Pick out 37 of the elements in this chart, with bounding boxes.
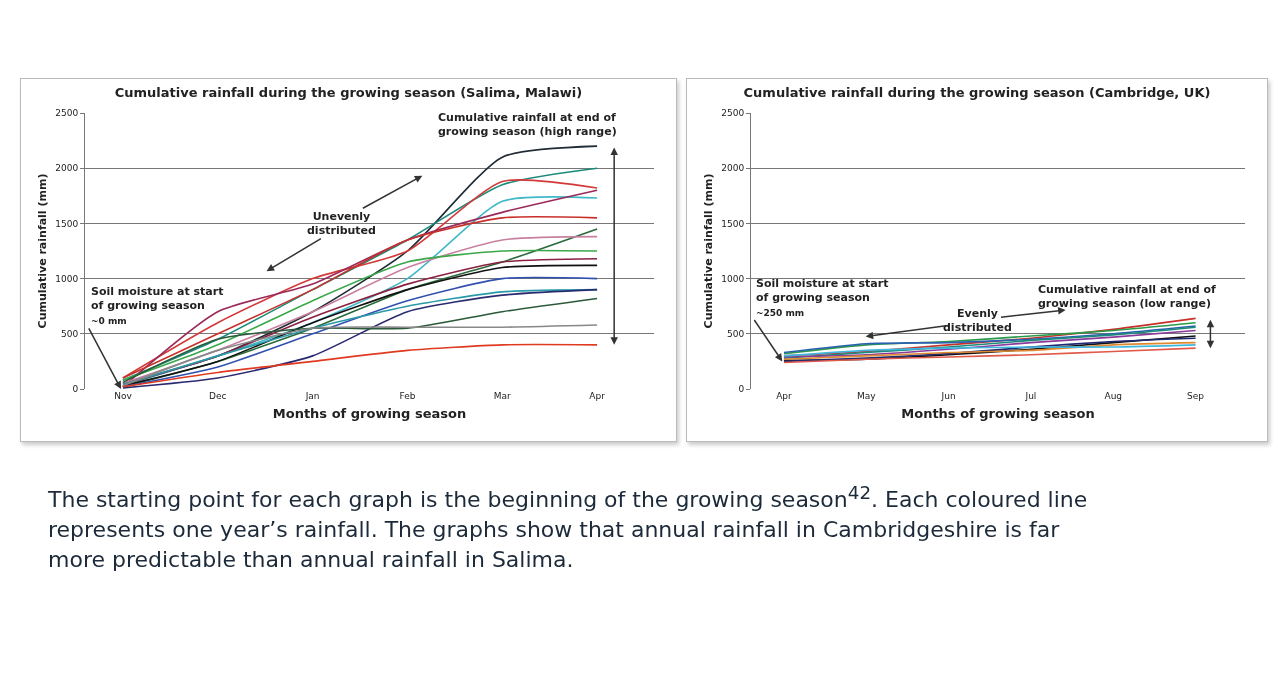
x-tick-label: Apr bbox=[776, 391, 793, 401]
annotation: Cumulative rainfall at end of growing season (low range) bbox=[1038, 283, 1216, 311]
y-axis-title: Cumulative rainfall (mm) bbox=[35, 173, 49, 329]
x-axis-title: Months of growing season bbox=[901, 405, 1095, 421]
y-tick-label: 1000 bbox=[55, 273, 79, 284]
y-tick-label: 1500 bbox=[55, 218, 79, 229]
x-tick-label: Mar bbox=[493, 391, 512, 401]
x-tick-label: Apr bbox=[589, 391, 606, 401]
x-tick-label: Dec bbox=[209, 391, 227, 401]
text: The starting point for each graph is the beginning of the growing season$^{42}$. Each coloured line represents one year’s rainfall. The graphs show that annual rainfall in Cambridgeshire is far more predictable than annual rainfall in Salima. bbox=[48, 481, 1088, 575]
y-tick-label: 2000 bbox=[55, 163, 79, 174]
y-tick-label: 500 bbox=[727, 328, 745, 339]
x-tick-label: Jul bbox=[1024, 391, 1037, 401]
x-tick-label: Jan bbox=[304, 391, 320, 401]
x-axis-title: Months of growing season bbox=[272, 405, 467, 421]
x-tick-label: Nov bbox=[114, 391, 133, 401]
annotation: Evenly distributed bbox=[943, 307, 1012, 335]
annotation: Unevenly distributed bbox=[307, 210, 376, 238]
annotation: Soil moisture at start of growing season ~250 mm bbox=[756, 277, 889, 318]
y-tick-label: 2000 bbox=[721, 163, 745, 174]
x-tick-label: Feb bbox=[399, 391, 416, 401]
annotation: Soil moisture at start of growing season ~0 mm bbox=[91, 285, 224, 326]
x-tick-label: May bbox=[856, 391, 877, 401]
y-tick-label: 500 bbox=[61, 328, 79, 339]
x-tick-label: Sep bbox=[1187, 391, 1205, 401]
y-axis-title: Cumulative rainfall (mm) bbox=[701, 173, 715, 329]
y-tick-label: 1000 bbox=[721, 273, 745, 284]
y-tick-label: 2500 bbox=[55, 108, 79, 119]
chart-title: Cumulative rainfall during the growing season (Salima, Malawi) bbox=[114, 85, 583, 101]
annotation: Cumulative rainfall at end of growing season (high range) bbox=[438, 111, 617, 139]
y-tick-label: 1500 bbox=[721, 218, 745, 229]
y-tick-label: 0 bbox=[72, 384, 79, 395]
y-tick-label: 0 bbox=[738, 384, 745, 395]
chart-title: Cumulative rainfall during the growing season (Cambridge, UK) bbox=[743, 85, 1211, 101]
y-tick-label: 2500 bbox=[721, 108, 745, 119]
x-tick-label: Jun bbox=[940, 391, 956, 401]
x-tick-label: Aug bbox=[1104, 391, 1123, 401]
